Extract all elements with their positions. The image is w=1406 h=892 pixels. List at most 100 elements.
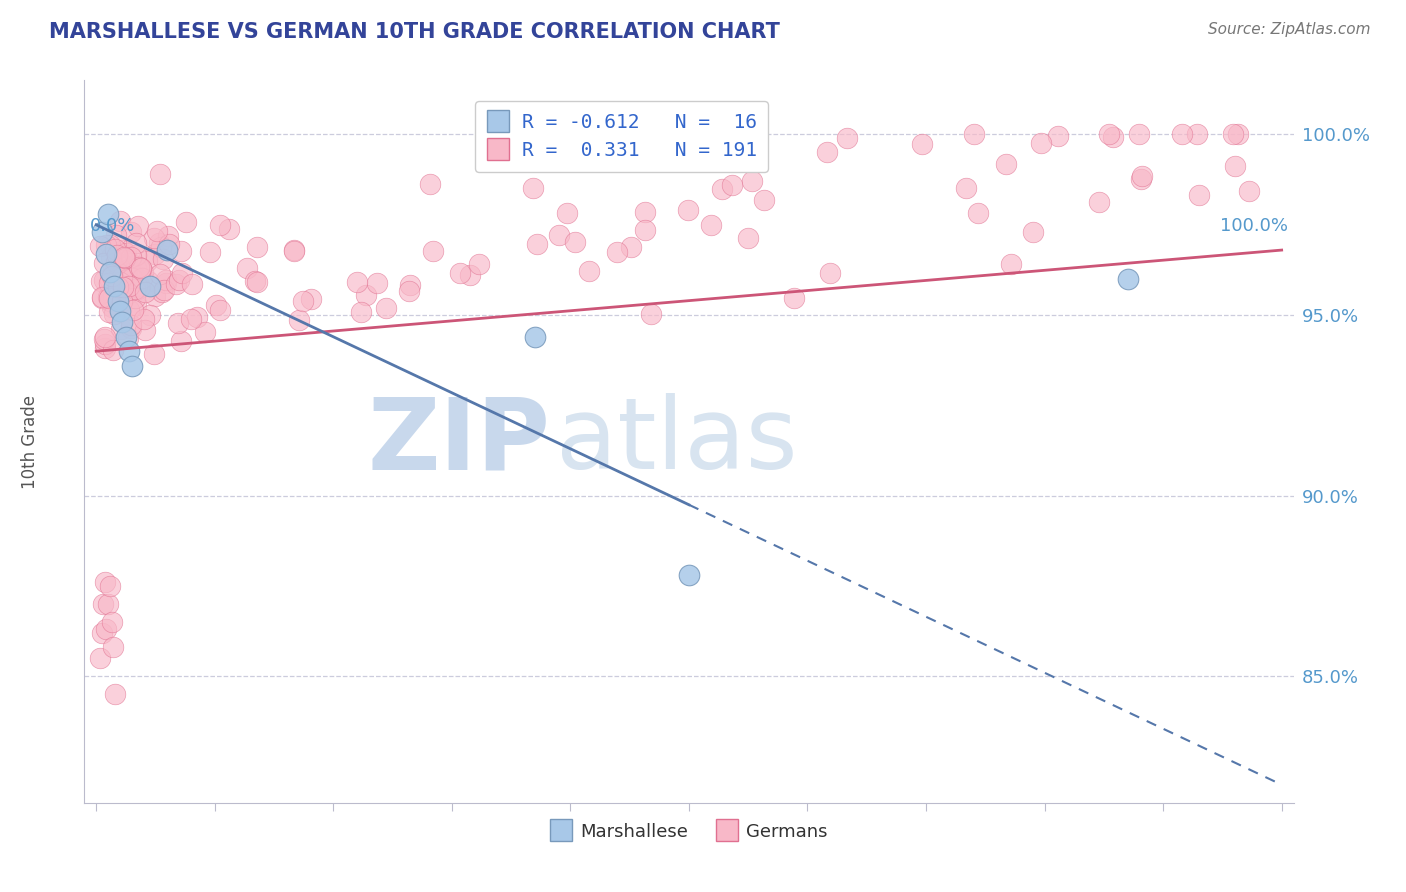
Point — [1031, 136, 1053, 151]
Point — [125, 261, 148, 276]
Point — [1130, 169, 1153, 183]
Point — [967, 206, 990, 220]
Point — [129, 261, 152, 276]
Point — [93, 256, 115, 270]
Point — [121, 271, 143, 285]
Point — [1188, 187, 1211, 202]
Point — [111, 315, 134, 329]
Point — [205, 298, 228, 312]
Point — [125, 279, 148, 293]
Point — [194, 325, 217, 339]
Point — [127, 281, 149, 295]
Point — [169, 273, 191, 287]
Point — [103, 307, 125, 321]
Point — [114, 251, 136, 265]
Point — [522, 181, 544, 195]
Point — [117, 331, 139, 345]
Point — [136, 274, 159, 288]
Point — [121, 359, 143, 373]
Point — [578, 264, 600, 278]
Point — [104, 255, 127, 269]
Point — [107, 293, 129, 308]
Point — [134, 285, 156, 299]
Point — [107, 277, 129, 291]
Point — [375, 301, 398, 315]
Point — [110, 250, 132, 264]
Point — [91, 291, 114, 305]
Point — [149, 268, 172, 282]
Point — [346, 276, 368, 290]
Point — [963, 128, 986, 142]
Point — [98, 293, 121, 308]
Point — [1000, 257, 1022, 271]
Point — [120, 271, 142, 285]
Point — [122, 268, 145, 283]
Point — [449, 266, 471, 280]
Point — [107, 280, 129, 294]
Text: MARSHALLESE VS GERMAN 10TH GRADE CORRELATION CHART: MARSHALLESE VS GERMAN 10TH GRADE CORRELA… — [49, 22, 780, 42]
Point — [209, 218, 232, 232]
Point — [155, 276, 177, 290]
Point — [111, 293, 134, 308]
Point — [98, 238, 121, 252]
Point — [115, 330, 138, 344]
Point — [100, 265, 122, 279]
Point — [97, 290, 120, 304]
Point — [124, 298, 146, 312]
Point — [149, 240, 172, 254]
Point — [170, 334, 193, 348]
Point — [1098, 128, 1121, 142]
Point — [721, 178, 744, 193]
Point — [246, 276, 269, 290]
Point — [101, 640, 124, 655]
Point — [150, 285, 173, 299]
Point — [117, 270, 139, 285]
Point — [124, 291, 146, 305]
Point — [111, 279, 134, 293]
Text: atlas: atlas — [555, 393, 797, 490]
Point — [91, 290, 114, 304]
Point — [156, 228, 179, 243]
Point — [149, 168, 172, 182]
Text: Source: ZipAtlas.com: Source: ZipAtlas.com — [1208, 22, 1371, 37]
Point — [820, 267, 842, 281]
Point — [138, 279, 160, 293]
Point — [129, 260, 152, 275]
Point — [994, 157, 1017, 171]
Point — [124, 282, 146, 296]
Point — [111, 270, 134, 285]
Point — [97, 597, 120, 611]
Text: 0.0%: 0.0% — [90, 217, 135, 235]
Point — [700, 218, 723, 232]
Point — [101, 300, 124, 314]
Point — [356, 288, 378, 302]
Point — [115, 259, 138, 273]
Point — [398, 284, 420, 298]
Point — [128, 281, 150, 295]
Point — [98, 305, 121, 319]
Point — [115, 287, 138, 301]
Point — [710, 182, 733, 196]
Point — [1129, 172, 1152, 186]
Point — [634, 205, 657, 219]
Point — [93, 337, 115, 351]
Point — [1088, 195, 1111, 210]
Point — [93, 330, 115, 344]
Point — [180, 312, 202, 326]
Point — [911, 137, 934, 152]
Point — [120, 225, 142, 239]
Point — [103, 281, 125, 295]
Point — [91, 225, 114, 239]
Point — [422, 244, 444, 258]
Point — [104, 687, 127, 701]
Point — [111, 243, 134, 257]
Point — [112, 284, 135, 298]
Text: ZIP: ZIP — [367, 393, 550, 490]
Point — [127, 280, 149, 294]
Point — [419, 177, 441, 191]
Point — [181, 277, 204, 291]
Point — [815, 145, 838, 159]
Point — [1226, 128, 1249, 142]
Point — [97, 291, 120, 305]
Point — [1225, 159, 1247, 173]
